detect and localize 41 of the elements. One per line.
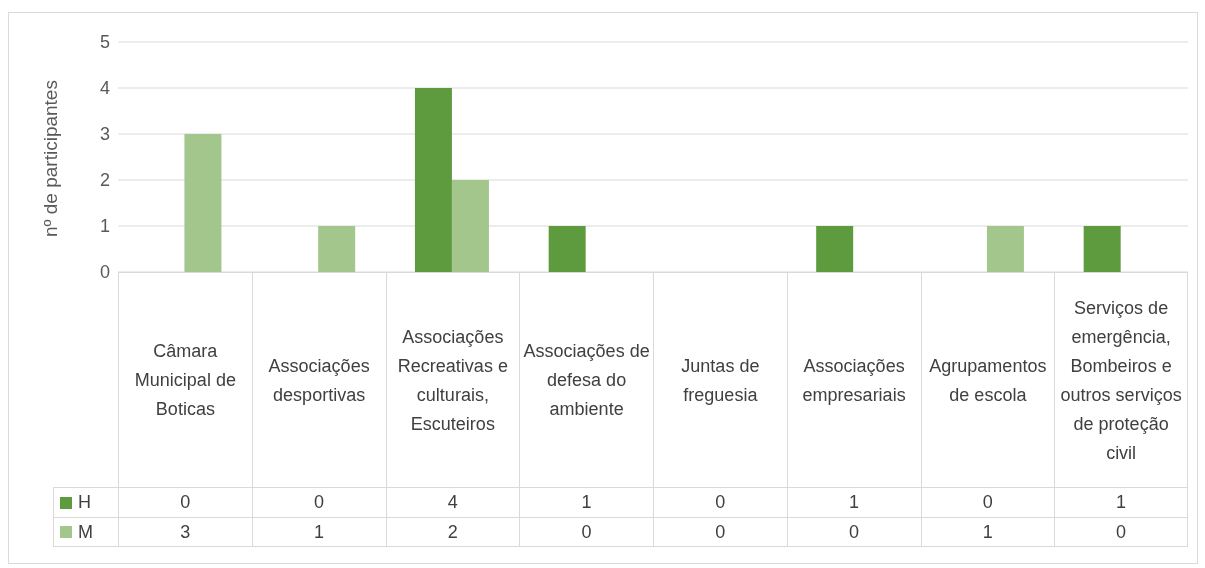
y-tick-label: 5 bbox=[99, 32, 110, 53]
data-label: 4 bbox=[385, 488, 520, 517]
legend-label: H bbox=[53, 488, 118, 517]
x-tick-label: Agrupamentos de escola bbox=[920, 273, 1055, 488]
y-tick-label: 4 bbox=[99, 78, 110, 99]
bar bbox=[986, 226, 1024, 272]
data-label: 0 bbox=[653, 488, 787, 517]
bar bbox=[318, 226, 356, 272]
data-label: 0 bbox=[118, 488, 252, 517]
data-label: 0 bbox=[251, 488, 386, 517]
bar bbox=[414, 88, 452, 272]
y-tick-label: 2 bbox=[99, 170, 110, 191]
data-label: 0 bbox=[1054, 518, 1188, 546]
data-label: 0 bbox=[519, 518, 653, 546]
bar bbox=[548, 226, 586, 272]
data-label: 0 bbox=[920, 488, 1055, 517]
data-label: 0 bbox=[653, 518, 787, 546]
bar bbox=[451, 180, 489, 272]
x-tick-label: Serviços de emergência, Bombeiros e outros serviços de proteção civil bbox=[1054, 273, 1188, 488]
data-label: 1 bbox=[251, 518, 386, 546]
x-tick-label: Associações de defesa do ambiente bbox=[519, 273, 653, 488]
x-tick-label: Câmara Municipal de Boticas bbox=[118, 273, 252, 488]
x-tick-label: Associações Recreativas e culturais, Escuteiros bbox=[385, 273, 520, 488]
y-tick-label: 0 bbox=[99, 262, 110, 283]
x-tick-label: Juntas de freguesia bbox=[653, 273, 787, 488]
y-tick-label: 3 bbox=[99, 124, 110, 145]
data-label: 0 bbox=[786, 518, 921, 546]
data-label: 1 bbox=[1054, 488, 1188, 517]
data-label: 2 bbox=[385, 518, 520, 546]
legend-label: M bbox=[53, 518, 118, 546]
x-tick-label: Associações desportivas bbox=[251, 273, 386, 488]
data-label: 1 bbox=[786, 488, 921, 517]
bar bbox=[184, 134, 222, 272]
y-axis-title: nº de participantes bbox=[39, 80, 61, 237]
data-label: 1 bbox=[920, 518, 1055, 546]
x-tick-label: Associações empresariais bbox=[786, 273, 921, 488]
bar bbox=[816, 226, 854, 272]
data-label: 1 bbox=[519, 488, 653, 517]
bar bbox=[1083, 226, 1121, 272]
data-label: 3 bbox=[118, 518, 252, 546]
y-tick-label: 1 bbox=[99, 216, 110, 237]
